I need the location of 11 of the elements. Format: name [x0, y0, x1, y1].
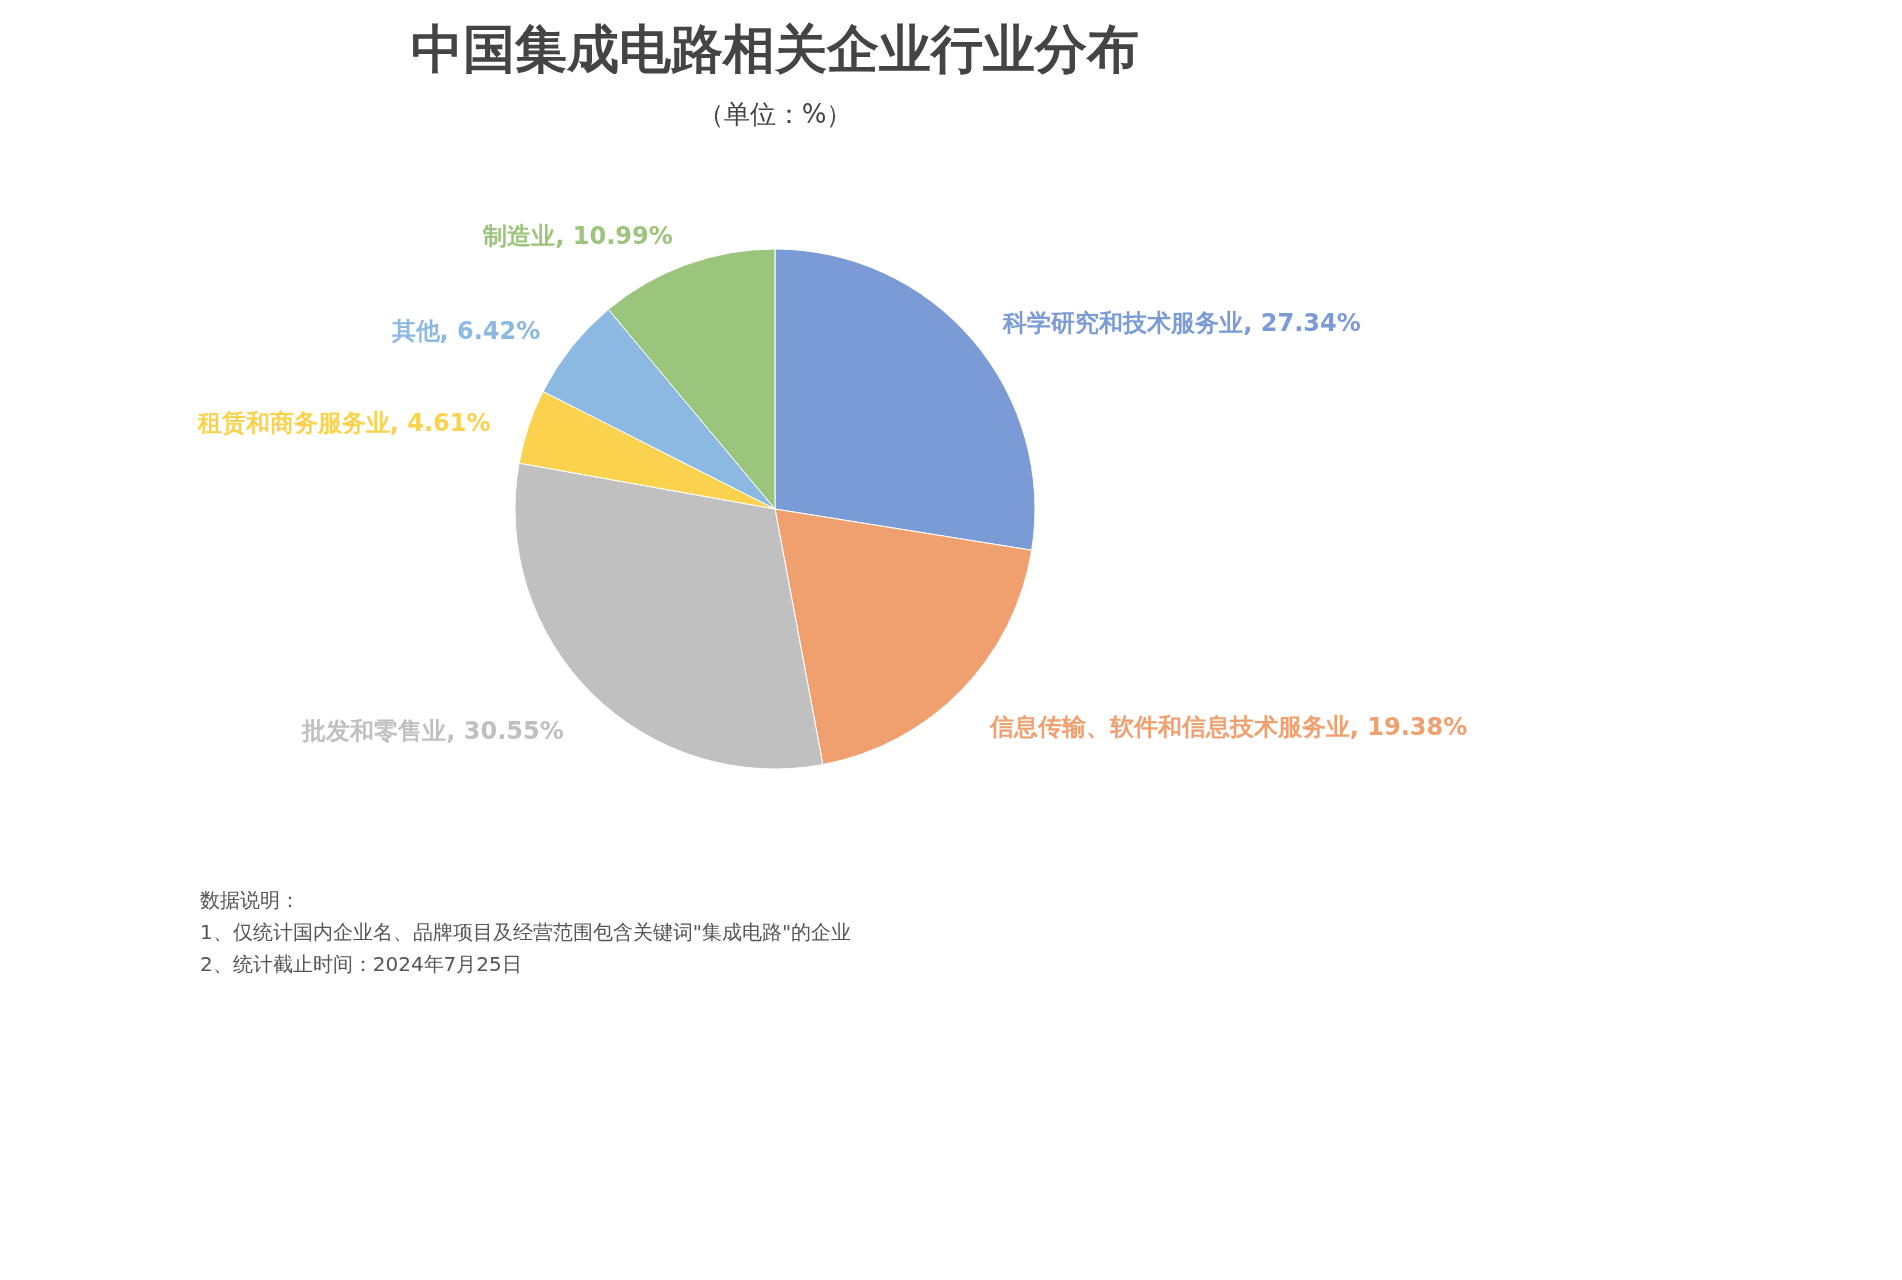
chart-title: 中国集成电路相关企业行业分布 [411, 19, 1139, 79]
slice-label: 信息传输、软件和信息技术服务业, 19.38% [988, 713, 1468, 742]
chart-subtitle: （单位：%） [697, 99, 853, 129]
slice-label: 其他, 6.42% [390, 317, 541, 346]
slice-label: 科学研究和技术服务业, 27.34% [1002, 309, 1361, 338]
slice-label: 批发和零售业, 30.55% [301, 716, 564, 745]
text: 数据说明： [200, 887, 301, 914]
slice-label: 租赁和商务服务业, 4.61% [196, 408, 491, 437]
slice-label: 制造业, 10.99% [482, 221, 673, 250]
text: 1、仅统计国内企业名、品牌项目及经营范围包含关键词"集成电路"的企业 [200, 919, 853, 946]
text: 2、统计截止时间：2024年7月25日 [200, 951, 523, 978]
